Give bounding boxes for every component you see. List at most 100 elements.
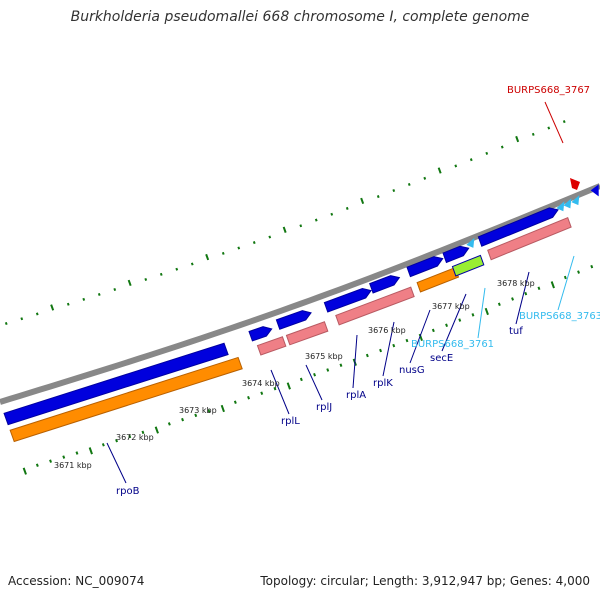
outer-tick [562,120,566,124]
outer-tick [345,206,349,210]
outer-tick [175,267,179,271]
inner-tick [392,343,396,348]
outer-tick [35,312,39,316]
gene-label: nusG [399,365,425,376]
outer-tick [221,251,225,255]
ruler-label: 3672 kbp [116,433,154,442]
leader-line [477,287,486,339]
outer-tick [127,279,132,287]
outer-tick [314,218,318,222]
inner-tick [233,400,237,404]
outer-tick [190,262,194,266]
ruler-label: 3673 kbp [179,406,217,415]
trna-feature [571,195,580,206]
outer-tick [407,182,411,186]
outer-tick [299,224,303,228]
inner-tick [405,338,409,343]
accession-text: Accession: NC_009074 [8,574,145,588]
inner-tick [154,426,159,434]
outer-tick [454,164,458,168]
outer-tick [113,287,117,292]
inner-tick [181,417,185,422]
inner-tick [326,368,330,372]
gene-feature [590,184,599,197]
gene-feature [406,256,444,278]
inner-tick [339,363,343,367]
gene-labels: rpoB rplL rplJ rplA rplK nusG secE BURPS668_376… [116,85,600,497]
gene-label: BURPS668_3763 [519,311,600,322]
inner-tick [35,463,39,467]
inner-tick [537,286,541,291]
gene-feature [323,287,372,313]
inner-tick [445,323,449,327]
leader-line [409,309,431,364]
outer-tick [392,189,396,193]
gene-feature [477,207,559,247]
trna-feature [563,198,572,209]
trna-feature [466,237,475,248]
inner-tick [511,297,515,301]
outer-tick [330,212,334,216]
inner-tick [141,430,145,435]
gene-label: rplJ [316,402,332,413]
leader-line [106,442,127,484]
gene-label: rpoB [116,486,140,497]
map-title: Burkholderia pseudomallei 668 chromosome… [70,9,530,25]
leader-line [352,334,358,389]
gene-feature [285,321,329,346]
inner-tick [458,318,462,322]
leader-line [382,321,395,377]
ruler-label: 3671 kbp [54,461,92,470]
inner-tick [313,372,317,377]
outer-tick [515,135,520,143]
inner-tick [260,391,264,395]
gene-label: rplA [346,390,366,401]
gene-feature [335,286,415,326]
outer-tick [237,246,241,250]
gene-label: secE [430,353,453,364]
gene-feature [416,266,460,293]
outer-tick [252,241,256,245]
outer-tick [485,151,489,155]
inner-tick [62,455,66,459]
inner-tick [207,409,211,413]
gene-feature [487,216,572,261]
outer-tick [144,277,148,281]
gene-label: tuf [509,326,523,337]
inner-tick [563,275,567,280]
leader-line [441,293,467,352]
outer-tick [437,167,442,174]
gene-feature [369,275,401,294]
ruler-label: 3677 kbp [432,302,470,311]
outer-tick [50,304,55,311]
inner-tick [273,386,277,391]
gene-label: BURPS668_3761 [411,339,494,350]
inner-tick [299,377,303,382]
backbone-line [0,183,600,405]
inner-tick [550,281,555,289]
inner-tick [101,443,105,447]
inner-tick [379,348,383,353]
inner-tick [497,302,501,307]
gene-feature [256,336,287,356]
leader-line [305,364,323,401]
gene-feature [9,356,243,443]
inner-tick [220,404,225,413]
leader-line [544,101,564,144]
inner-tick [167,422,171,426]
inner-tick [431,328,435,333]
inner-tick [286,382,291,390]
gene-label: BURPS668_3767 [507,85,590,96]
outer-tick [205,253,210,261]
ruler-label: 3674 kbp [242,379,280,388]
inner-tick [365,353,369,358]
gene-feature [3,342,229,426]
ruler-labels: 3671 kbp 3672 kbp 3673 kbp 3674 kbp 3675 kbp… [54,279,535,470]
gene-label: rplL [281,416,300,427]
gene-feature [248,326,273,342]
outer-tick [20,317,24,321]
outer-tick [376,195,380,199]
outer-tick [66,302,70,306]
trna-feature [556,201,565,212]
inner-tick [577,270,581,274]
